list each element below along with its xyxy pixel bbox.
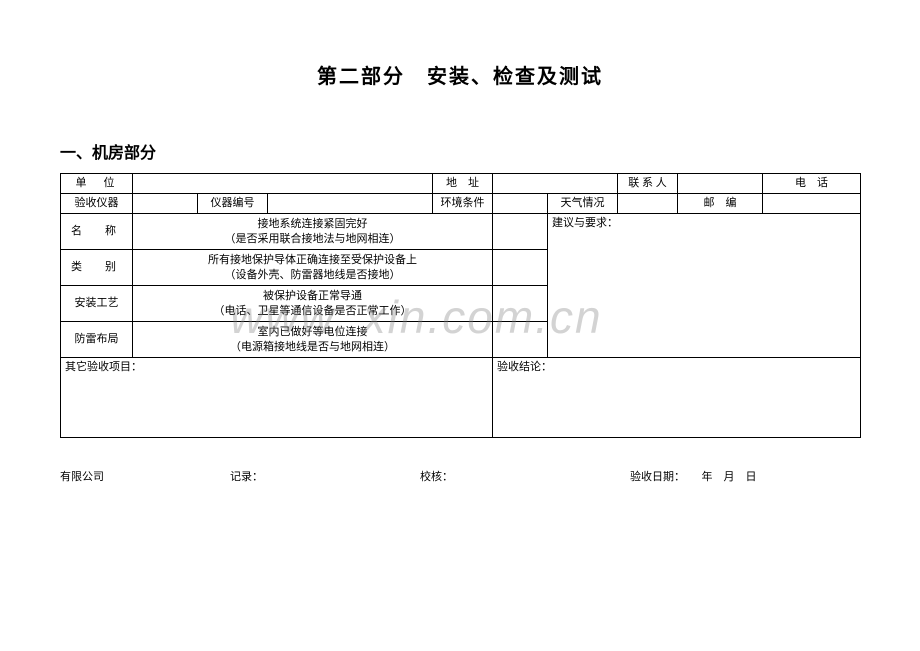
label-unit: 单 位 — [61, 174, 133, 194]
label-weather: 天气情况 — [548, 194, 618, 214]
value-unit — [133, 174, 433, 194]
table-row: 其它验收项目： 验收结论： — [61, 358, 861, 438]
value-contact — [678, 174, 763, 194]
value-instrument — [133, 194, 198, 214]
table-row: 名 称 接地系统连接紧固完好（是否采用联合接地法与地网相连） 建议与要求： — [61, 214, 861, 250]
value-conduction — [493, 286, 548, 322]
section-heading: 一、机房部分 — [60, 139, 860, 163]
label-lightning: 防雷布局 — [61, 322, 133, 358]
value-conductor — [493, 250, 548, 286]
cell-conduction: 被保护设备正常导通（电话、卫星等通信设备是否正常工作） — [133, 286, 493, 322]
label-contact: 联 系 人 — [618, 174, 678, 194]
value-grounding — [493, 214, 548, 250]
cell-conductor: 所有接地保护导体正确连接至受保护设备上（设备外壳、防雷器地线是否接地） — [133, 250, 493, 286]
footer-record: 记录： — [230, 468, 420, 484]
label-category: 类 别 — [61, 250, 133, 286]
page-title: 第二部分 安装、检查及测试 — [60, 60, 860, 89]
value-instrument-no — [268, 194, 433, 214]
inspection-table: 单 位 地 址 联 系 人 电 话 验收仪器 仪器编号 环境条件 天气情况 邮 … — [60, 173, 861, 438]
label-name: 名 称 — [61, 214, 133, 250]
value-weather — [618, 194, 678, 214]
value-postcode — [763, 194, 861, 214]
value-env — [493, 194, 548, 214]
cell-grounding: 接地系统连接紧固完好（是否采用联合接地法与地网相连） — [133, 214, 493, 250]
label-conclusion: 验收结论： — [493, 358, 861, 438]
value-equipotential — [493, 322, 548, 358]
label-instrument-no: 仪器编号 — [198, 194, 268, 214]
table-row: 验收仪器 仪器编号 环境条件 天气情况 邮 编 — [61, 194, 861, 214]
cell-equipotential: 室内已做好等电位连接（电源箱接地线是否与地网相连） — [133, 322, 493, 358]
label-instrument: 验收仪器 — [61, 194, 133, 214]
value-address — [493, 174, 618, 194]
footer-line: 有限公司 记录： 校核： 验收日期： 年 月 日 — [60, 468, 860, 484]
table-row: 单 位 地 址 联 系 人 电 话 — [61, 174, 861, 194]
label-postcode: 邮 编 — [678, 194, 763, 214]
footer-check: 校核： — [420, 468, 630, 484]
label-address: 地 址 — [433, 174, 493, 194]
label-phone: 电 话 — [763, 174, 861, 194]
footer-date: 验收日期： 年 月 日 — [630, 468, 757, 484]
label-install: 安装工艺 — [61, 286, 133, 322]
label-other-items: 其它验收项目： — [61, 358, 493, 438]
label-env: 环境条件 — [433, 194, 493, 214]
label-suggestions: 建议与要求： — [548, 214, 861, 358]
footer-company: 有限公司 — [60, 468, 230, 484]
